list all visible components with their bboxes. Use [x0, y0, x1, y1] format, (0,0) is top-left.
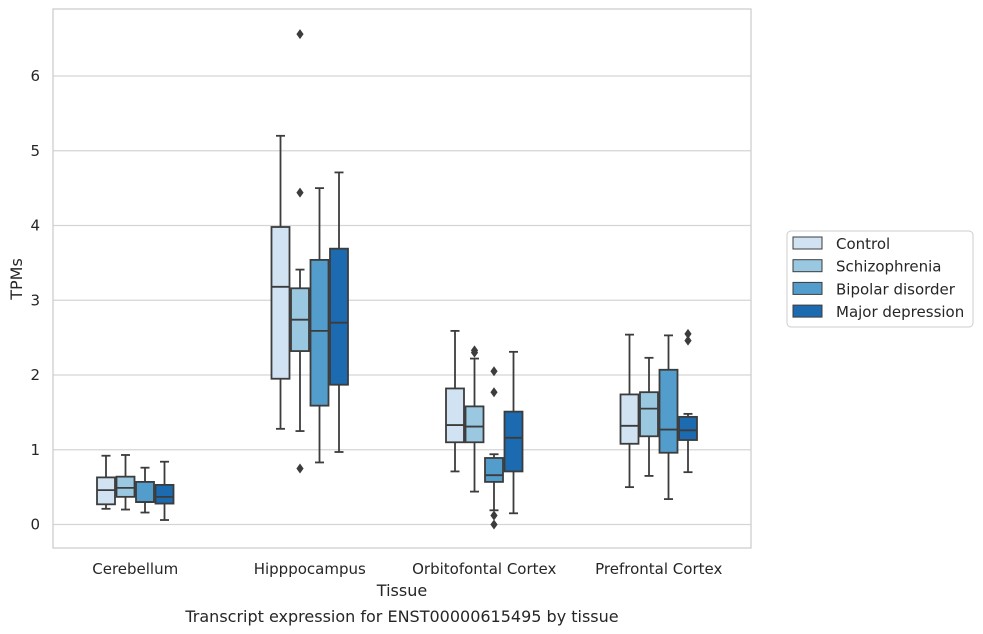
legend-label: Control — [836, 235, 890, 253]
legend-label: Bipolar disorder — [836, 280, 956, 298]
y-tick-label: 2 — [30, 366, 40, 384]
box-iqr — [678, 415, 698, 441]
x-tick-label: Orbitofontal Cortex — [412, 560, 556, 578]
box-iqr — [445, 387, 465, 444]
y-axis-ticks: 0 1 2 3 4 5 6 — [30, 67, 40, 534]
y-tick-label: 4 — [30, 217, 40, 235]
box-iqr — [639, 391, 659, 438]
box-iqr — [270, 226, 291, 380]
box-0-2 — [445, 329, 465, 473]
box-iqr — [135, 480, 155, 503]
legend-swatch — [792, 259, 823, 273]
box-2-2 — [484, 366, 504, 530]
box-2-0 — [135, 466, 155, 514]
y-axis-label: TPMs — [7, 258, 26, 301]
outlier-point — [296, 29, 304, 40]
outlier-point — [470, 347, 479, 358]
box-3-3 — [678, 328, 698, 474]
box-iqr — [154, 483, 175, 505]
legend-swatch — [792, 304, 823, 318]
legend-frame — [786, 230, 974, 328]
box-0-1 — [270, 134, 291, 430]
x-tick-label: Prefrontal Cortex — [595, 560, 722, 578]
y-tick-label: 6 — [30, 67, 40, 85]
legend-swatch — [792, 281, 823, 295]
box-3-0 — [154, 460, 175, 521]
box-0-0 — [96, 454, 116, 510]
legend-label: Schizophrenia — [836, 258, 941, 276]
legend-swatch — [792, 236, 823, 250]
y-tick-label: 3 — [30, 291, 40, 309]
y-tick-label: 5 — [30, 142, 40, 160]
box-2-1 — [309, 187, 330, 464]
box-iqr — [329, 247, 349, 386]
x-axis-ticks: Cerebellum Hipppocampus Orbitofontal Corte… — [92, 560, 722, 578]
outlier-point — [296, 187, 304, 198]
box-iqr — [464, 405, 485, 444]
outlier-point — [490, 510, 498, 521]
chart-caption: Transcript expression for ENST0000061549… — [184, 607, 618, 626]
box-1-2 — [464, 345, 485, 493]
outlier-point — [684, 335, 692, 346]
box-1-3 — [639, 356, 659, 477]
outlier-point — [490, 387, 498, 398]
box-2-3 — [658, 334, 679, 500]
box-3-2 — [503, 350, 524, 515]
legend: Control Schizophrenia Bipolar disorder Majo… — [786, 230, 974, 328]
x-axis-label: Tissue — [376, 581, 427, 600]
outlier-point — [490, 366, 498, 377]
box-iqr — [658, 368, 679, 454]
box-iqr — [115, 475, 136, 498]
legend-items: Control Schizophrenia Bipolar disorder Majo… — [792, 235, 964, 321]
y-tick-label: 1 — [30, 441, 40, 459]
plot-frame — [52, 8, 752, 549]
box-3-1 — [329, 171, 349, 453]
box-1-1 — [290, 29, 310, 474]
gridlines — [53, 75, 751, 526]
box-iqr — [619, 393, 640, 445]
box-0-3 — [619, 333, 640, 489]
box-iqr — [503, 410, 524, 473]
outlier-point — [684, 328, 692, 339]
box-1-0 — [115, 454, 136, 511]
outlier-point — [296, 463, 304, 474]
box-iqr — [309, 258, 330, 407]
x-tick-label: Cerebellum — [92, 560, 178, 578]
box-iqr — [484, 457, 504, 483]
outlier-point — [490, 519, 498, 530]
y-tick-label: 0 — [30, 516, 40, 534]
box-layer — [96, 29, 698, 530]
x-tick-label: Hipppocampus — [254, 560, 366, 578]
legend-label: Major depression — [836, 303, 964, 321]
